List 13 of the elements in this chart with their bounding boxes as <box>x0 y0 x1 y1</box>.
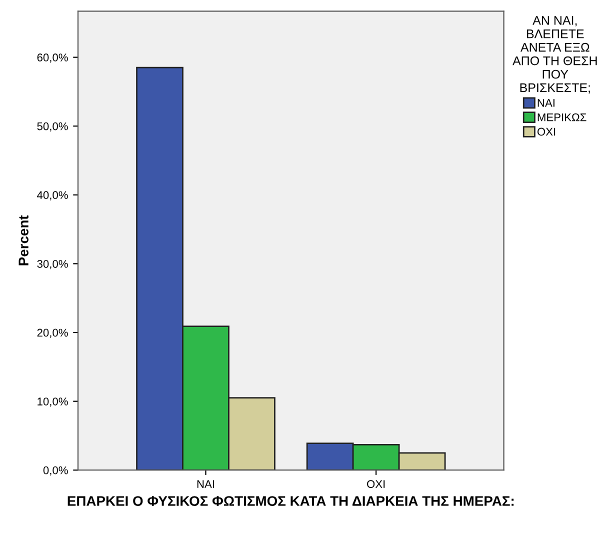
y-axis-title: Percent <box>18 215 28 266</box>
y-tick-label: 30,0% <box>37 260 68 270</box>
x-axis-title: ΕΠΑΡΚΕΙ Ο ΦΥΣΙΚΟΣ ΦΩΤΙΣΜΟΣ ΚΑΤΑ ΤΗ ΔΙΑΡΚΕΙΑ ΤΗΣ ΗΜΕΡΑΣ: <box>68 496 514 506</box>
legend-label: ΟΧΙ <box>537 128 556 136</box>
y-tick-label: 20,0% <box>37 328 68 338</box>
y-tick-label: 10,0% <box>38 398 68 407</box>
y-tick-label: 0,0% <box>43 466 68 476</box>
y-tick-label: 50,0% <box>37 122 68 132</box>
y-tick-label: 40,0% <box>37 191 68 200</box>
legend-title: ΑΝ ΝΑΙ, ΒΛΕΠΕΤΕ ΑΝΕΤΑ ΕΞΩ ΑΠΟ ΤΗ ΘΕΣΗ ΠΟΥ ΒΡΙΣΚΕΣΤΕ; <box>512 16 597 94</box>
y-tick-label: 60,0% <box>37 54 68 63</box>
legend-label: ΝΑΙ <box>538 99 554 107</box>
legend-label: ΜΕΡΙΚΩΣ <box>538 113 586 122</box>
